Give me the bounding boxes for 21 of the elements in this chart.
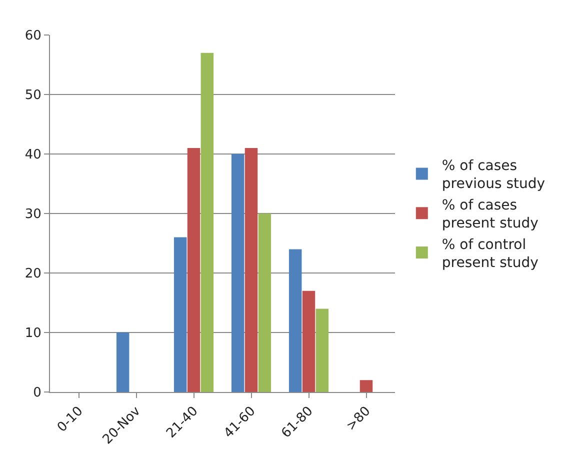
bar <box>258 214 272 392</box>
legend-label: % of cases previous study <box>442 158 546 192</box>
y-tick-label: 60 <box>24 28 42 44</box>
y-tick-label: 30 <box>24 207 42 222</box>
bar <box>231 154 244 392</box>
bar <box>244 148 258 392</box>
bar <box>316 308 329 392</box>
bar <box>302 290 316 392</box>
bar <box>116 332 130 392</box>
y-tick-label: 20 <box>24 266 42 282</box>
bar <box>360 380 373 392</box>
y-tick-label: 40 <box>24 148 42 163</box>
y-tick-label: 10 <box>24 326 42 342</box>
legend-label: % of cases present study <box>442 197 538 232</box>
bar <box>174 237 187 392</box>
y-tick-label: 0 <box>33 386 42 401</box>
legend-label: % of control present study <box>442 236 538 272</box>
bar <box>288 249 302 392</box>
bar <box>187 148 200 392</box>
y-tick-label: 50 <box>24 88 42 104</box>
bar <box>200 52 214 392</box>
